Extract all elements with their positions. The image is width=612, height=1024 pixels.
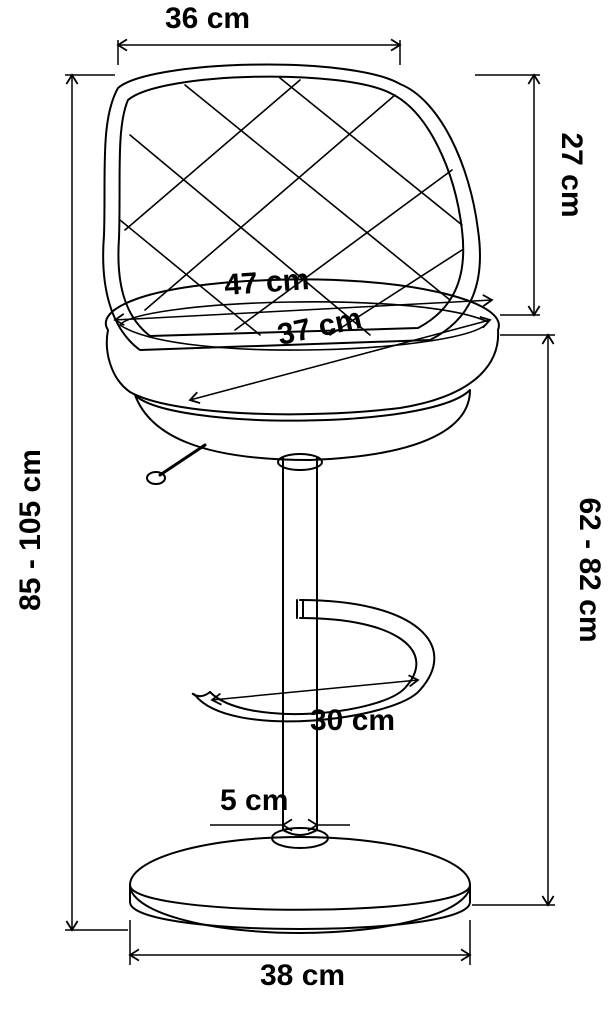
- label-footrest-depth: 30 cm: [310, 704, 395, 737]
- label-column-diameter: 5 cm: [220, 784, 288, 817]
- dimension-labels: 36 cm 27 cm 47 cm 37 cm 30 cm 5 cm 38 cm…: [14, 2, 606, 992]
- label-seat-height-range: 62 - 82 cm: [573, 497, 606, 642]
- label-seat-width: 47 cm: [223, 263, 310, 302]
- label-overall-height-range: 85 - 105 cm: [14, 449, 47, 611]
- label-backrest-top-width: 36 cm: [165, 2, 250, 35]
- stool-outline: [103, 64, 499, 933]
- label-backrest-height: 27 cm: [555, 132, 588, 217]
- label-base-diameter: 38 cm: [260, 959, 345, 992]
- stool-dimension-diagram: 36 cm 27 cm 47 cm 37 cm 30 cm 5 cm 38 cm…: [0, 0, 612, 1024]
- dimension-lines: [65, 40, 555, 965]
